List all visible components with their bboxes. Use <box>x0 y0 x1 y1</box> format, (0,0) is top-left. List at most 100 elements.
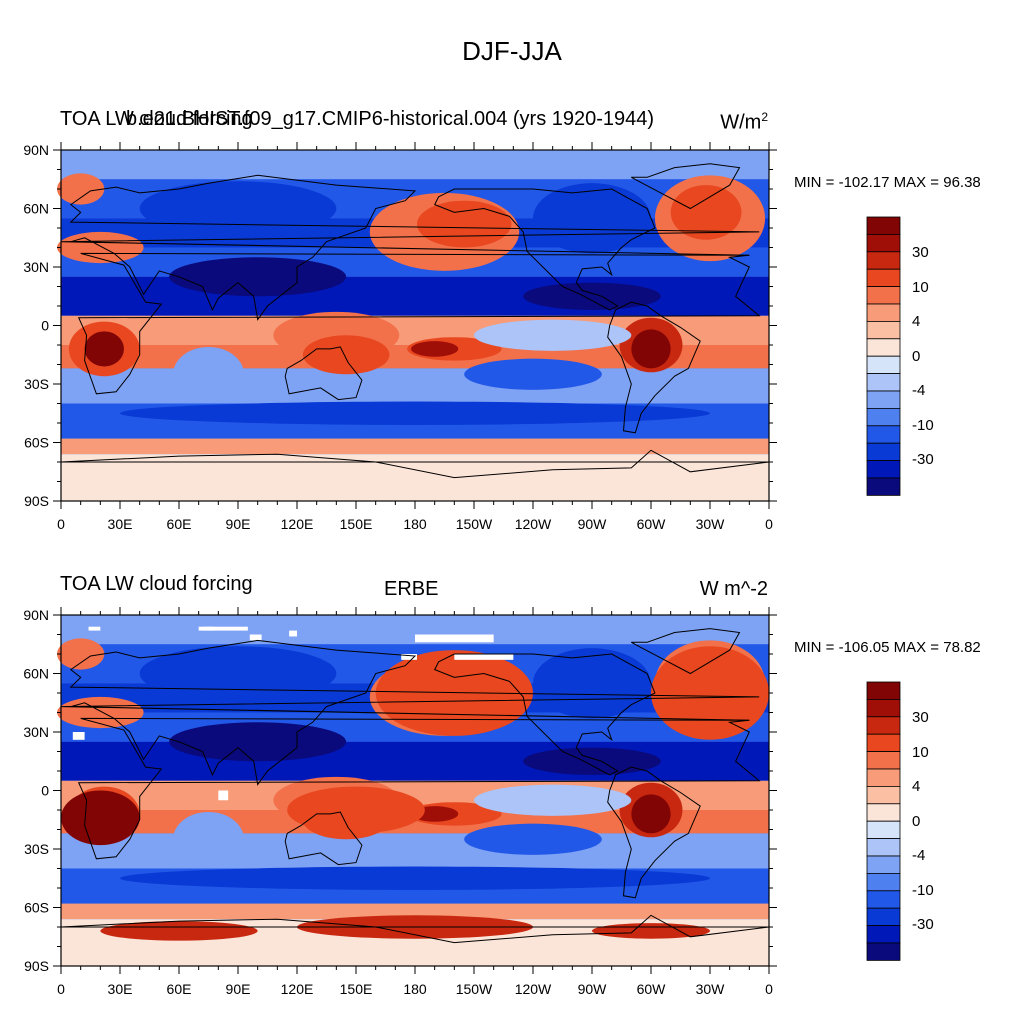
lon-label: 30W <box>696 516 726 530</box>
contour-region <box>169 257 347 297</box>
zonal-band <box>61 150 769 180</box>
coastline <box>60 174 760 321</box>
lon-label: 60E <box>167 516 192 530</box>
colorbar-swatch <box>866 751 901 770</box>
contour-region <box>169 722 347 762</box>
contour-region <box>631 329 671 369</box>
colorbar-label: -30 <box>912 451 934 468</box>
zonal-band <box>61 833 769 869</box>
lon-label: 60W <box>637 981 667 997</box>
contour-field <box>57 615 769 966</box>
colorbar-label: -4 <box>912 382 926 399</box>
lat-label: 30S <box>24 376 49 392</box>
contour-region <box>64 286 136 306</box>
contour-region <box>57 173 105 205</box>
contour-region <box>84 331 124 367</box>
lon-label: 30W <box>696 981 726 997</box>
coastline <box>60 449 770 479</box>
map-plot: 90N 60N 30N 0 30S 60S 90S 0 30E 60E 90E 120E 150E 180… <box>23 142 777 530</box>
lon-label: 90W <box>578 981 608 997</box>
missing-data <box>202 626 215 631</box>
missing-data <box>218 790 229 801</box>
contour-region <box>64 751 136 771</box>
lon-label: 150E <box>340 981 373 997</box>
contour-region <box>61 465 769 498</box>
panel-title-center: b.e21.BHIST.f09_g17.CMIP6-historical.004… <box>126 108 655 130</box>
missing-data <box>72 732 85 740</box>
contour-region <box>61 930 769 963</box>
contour-region <box>651 646 769 740</box>
colorbar-swatch <box>866 855 901 874</box>
contour-region <box>474 784 632 816</box>
lon-label: 180 <box>403 981 427 997</box>
coastline <box>434 653 656 776</box>
colorbar <box>866 681 901 961</box>
contour-region <box>173 346 244 402</box>
min-max-stats: MIN = -102.17 MAX = 96.38 <box>794 174 981 191</box>
colorbar-swatch <box>866 925 901 944</box>
colorbar-label: 4 <box>912 313 921 330</box>
colorbar-swatch <box>866 803 901 822</box>
coastline <box>60 639 760 786</box>
lat-label: 30N <box>23 259 49 275</box>
lon-label: 0 <box>765 981 773 997</box>
coastline <box>631 628 741 675</box>
lon-label: 0 <box>57 981 65 997</box>
contour-region <box>533 183 651 254</box>
coastline <box>77 717 761 860</box>
contour-region <box>411 341 459 357</box>
lat-label: 0 <box>41 318 49 334</box>
lat-label: 30S <box>24 841 49 857</box>
colorbar-label: -10 <box>912 881 934 899</box>
colorbar-label: 0 <box>912 812 921 830</box>
min-max-stats: MIN = -106.05 MAX = 78.82 <box>794 639 981 656</box>
contour-region <box>57 638 105 670</box>
panel-units: W/m2 <box>720 110 768 134</box>
coastline <box>77 252 761 395</box>
lon-label: 90E <box>226 516 251 530</box>
coastline <box>434 188 656 311</box>
contour-region <box>139 646 337 701</box>
colorbar-swatch <box>866 907 901 926</box>
colorbar-swatch <box>866 477 901 496</box>
contour-region <box>464 358 602 390</box>
lon-label: 120E <box>281 981 314 997</box>
coastlines <box>60 628 770 944</box>
colorbar-swatch <box>866 942 901 961</box>
colorbar <box>866 216 901 496</box>
coastline <box>60 914 770 944</box>
zonal-band <box>61 438 769 455</box>
panel-model: TOA LW cloud forcing b.e21.BHIST.f09_g17… <box>0 0 1024 530</box>
panel-title-left: TOA LW cloud forcing <box>60 108 253 130</box>
panel-units: W m^-2 <box>699 578 768 600</box>
colorbar-label: -30 <box>912 916 934 933</box>
lon-label: 120E <box>281 516 314 530</box>
colorbar-label: 30 <box>912 709 929 726</box>
contour-region <box>464 823 602 855</box>
coastline <box>607 301 701 434</box>
coastline <box>284 346 363 401</box>
panel-title-center: ERBE <box>384 578 439 600</box>
coastline <box>607 766 701 899</box>
colorbar-label: 4 <box>912 778 921 795</box>
colorbar-swatch <box>866 820 901 839</box>
lat-label: 90S <box>24 493 49 509</box>
contour-region <box>173 811 244 867</box>
colorbar-swatch <box>866 890 901 909</box>
lon-label: 150W <box>456 516 493 530</box>
colorbar-label: 30 <box>912 244 929 261</box>
contour-region <box>120 401 710 425</box>
zonal-band <box>61 903 769 920</box>
colorbar-swatch <box>866 768 901 787</box>
lon-label: 150E <box>340 516 373 530</box>
panel-obs: TOA LW cloud forcing ERBE W m^-2 90N 60N 3… <box>0 0 1024 997</box>
colorbar-swatch <box>866 733 901 753</box>
coastline <box>284 811 363 866</box>
main-title: DJF-JJA <box>462 36 562 66</box>
colorbar-swatch <box>866 681 901 700</box>
lat-label: 60S <box>24 435 49 451</box>
colorbar-label: 10 <box>912 278 929 296</box>
lon-label: 60E <box>167 981 192 997</box>
lat-label: 90N <box>23 607 49 623</box>
contour-region <box>523 747 661 775</box>
